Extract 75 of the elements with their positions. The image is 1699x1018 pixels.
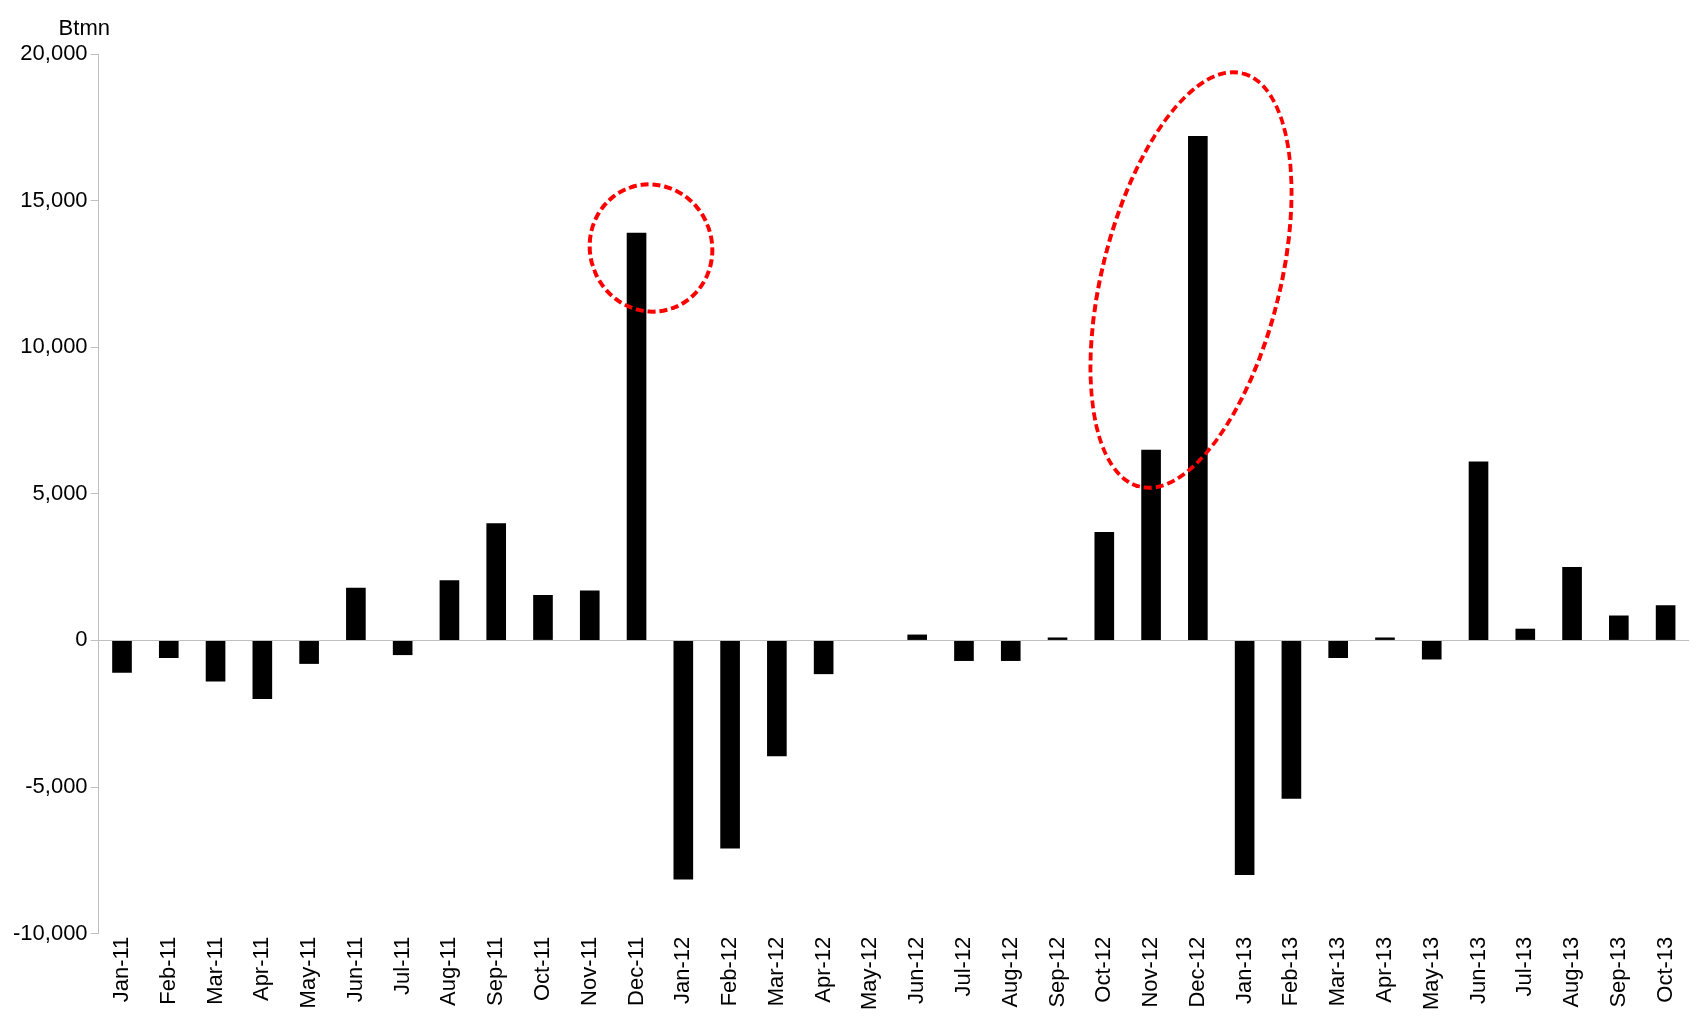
x-tick-label: Jul-13 [1511, 936, 1537, 997]
bar [626, 232, 647, 640]
bar [1328, 640, 1348, 659]
y-tick-label: 0 [75, 626, 88, 652]
bar [1655, 605, 1676, 640]
x-tick-label: Apr-11 [248, 936, 274, 1002]
bar [346, 587, 366, 640]
bar [486, 523, 507, 640]
x-tick-label: Nov-12 [1137, 936, 1163, 1008]
x-tick-label: Jul-11 [388, 936, 414, 995]
bar [1609, 615, 1629, 640]
bar [1468, 461, 1489, 640]
x-tick-label: Aug-11 [435, 936, 461, 1006]
x-tick-label: Jan-13 [1230, 936, 1256, 1004]
x-tick-label: Mar-11 [201, 936, 227, 1005]
x-tick-label: Mar-13 [1324, 936, 1350, 1007]
x-tick-label: Sep-11 [482, 936, 508, 1006]
bar [533, 594, 553, 640]
bar [158, 640, 179, 659]
bar [1094, 531, 1115, 640]
bar [907, 634, 928, 640]
bar [1421, 640, 1442, 660]
bar [1234, 640, 1255, 875]
x-tick-label: Aug-12 [996, 936, 1022, 1008]
x-tick-label: Jun-13 [1464, 936, 1490, 1004]
bar [439, 580, 460, 640]
bar [954, 640, 974, 661]
bar [673, 640, 694, 880]
y-tick-label: -10,000 [12, 919, 88, 945]
bar [1047, 637, 1068, 640]
x-tick-label: Jan-11 [108, 936, 134, 1003]
y-tick-label: -5,000 [25, 773, 88, 799]
y-tick-label: 5,000 [32, 479, 88, 505]
bar [252, 640, 273, 700]
x-tick-label: Jan-12 [669, 936, 695, 1004]
bar [299, 640, 319, 664]
y-tick-label: 10,000 [20, 333, 88, 359]
x-tick-label: Jun-12 [903, 936, 929, 1004]
x-tick-label: Apr-12 [809, 936, 835, 1003]
bar [579, 590, 600, 640]
x-tick-label: May-11 [295, 936, 321, 1009]
x-tick-label: Feb-12 [716, 936, 742, 1007]
bar [112, 640, 132, 673]
x-tick-label: Nov-11 [575, 936, 601, 1006]
bar [205, 640, 226, 682]
x-tick-label: Jun-11 [341, 936, 367, 1003]
x-tick-label: Feb-13 [1277, 936, 1303, 1007]
y-tick-label: 15,000 [20, 186, 88, 212]
x-tick-label: Oct-12 [1090, 936, 1116, 1003]
bar [1281, 640, 1302, 799]
bar [392, 640, 413, 656]
x-tick-label: Jul-12 [950, 936, 976, 997]
x-tick-label: Sep-12 [1043, 936, 1069, 1008]
bar [767, 640, 787, 757]
bar [1188, 136, 1208, 640]
bar [1515, 628, 1536, 640]
bar [720, 640, 740, 849]
bar [1375, 637, 1395, 640]
x-tick-label: May-13 [1417, 936, 1443, 1010]
x-tick-label: Oct-11 [529, 936, 555, 1002]
y-tick-label: 20,000 [20, 40, 88, 66]
x-tick-label: Sep-13 [1604, 936, 1630, 1008]
bar [1562, 567, 1582, 640]
bar [1000, 640, 1021, 661]
x-tick-label: Dec-11 [622, 936, 648, 1006]
x-tick-label: Dec-12 [1183, 936, 1209, 1008]
x-tick-label: Oct-13 [1651, 936, 1677, 1003]
bar [813, 640, 834, 675]
x-tick-label: Mar-12 [762, 936, 788, 1007]
x-tick-label: May-12 [856, 936, 882, 1010]
x-tick-label: Aug-13 [1558, 936, 1584, 1008]
bar [1141, 449, 1161, 640]
x-tick-label: Apr-13 [1371, 936, 1397, 1003]
y-axis-title: Btmn [58, 15, 110, 41]
x-tick-label: Feb-11 [154, 936, 180, 1005]
